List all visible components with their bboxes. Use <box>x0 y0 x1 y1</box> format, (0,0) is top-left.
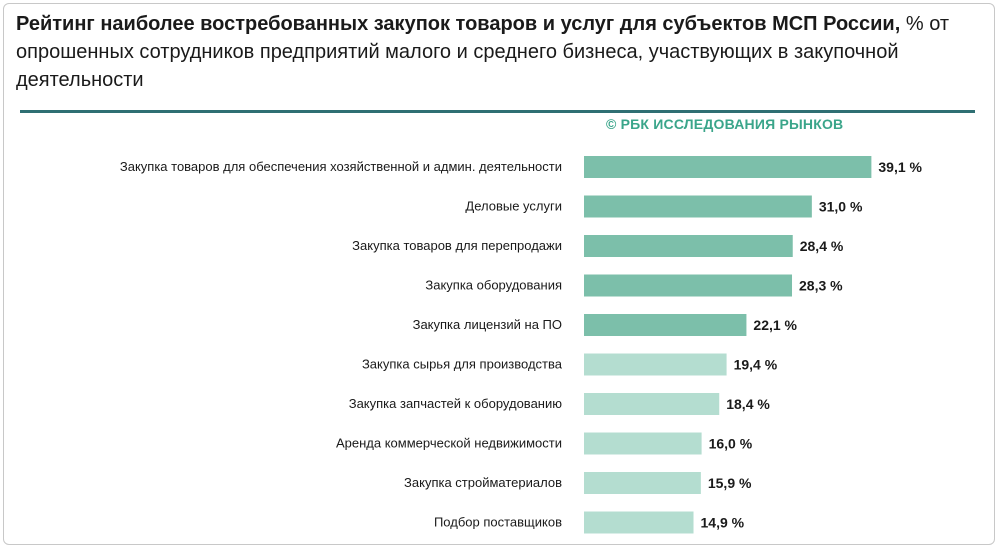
category-label: Подбор поставщиков <box>434 515 562 530</box>
value-label: 18,4 % <box>726 396 770 412</box>
chart-title-main: Рейтинг наиболее востребованных закупок … <box>16 13 901 35</box>
category-label: Закупка стройматериалов <box>404 475 562 490</box>
chart-subtitle: % от опрошенных сотрудников предприятий … <box>16 13 950 91</box>
title-divider <box>20 110 975 113</box>
chart-title: Рейтинг наиболее востребованных закупок … <box>16 10 976 94</box>
bar <box>584 235 793 257</box>
bar <box>584 511 694 534</box>
value-label: 15,9 % <box>708 475 752 491</box>
category-label: Закупка товаров для обеспечения хозяйств… <box>120 159 562 174</box>
bar <box>584 314 747 336</box>
value-label: 39,1 % <box>878 159 922 175</box>
value-label: 28,3 % <box>799 278 843 294</box>
value-label: 31,0 % <box>819 199 863 215</box>
category-label: Закупка сырья для производства <box>362 357 563 372</box>
value-label: 14,9 % <box>701 515 745 531</box>
chart-frame <box>3 3 995 545</box>
bar <box>584 274 793 297</box>
category-label: Закупка оборудования <box>425 278 562 293</box>
bar <box>584 472 701 494</box>
category-label: Закупка запчастей к оборудованию <box>349 396 563 411</box>
category-label: Деловые услуги <box>465 199 562 214</box>
value-label: 22,1 % <box>753 317 797 333</box>
bar <box>584 195 812 218</box>
category-label: Закупка лицензий на ПО <box>413 317 562 332</box>
category-label: Аренда коммерческой недвижимости <box>336 436 562 451</box>
bar <box>584 393 720 415</box>
bar <box>584 156 872 178</box>
value-label: 19,4 % <box>734 357 778 373</box>
source-label: © РБК ИССЛЕДОВАНИЯ РЫНКОВ <box>606 116 844 132</box>
bar <box>584 432 702 455</box>
value-label: 28,4 % <box>800 238 844 254</box>
value-label: 16,0 % <box>709 436 753 452</box>
bar <box>584 353 727 376</box>
category-label: Закупка товаров для перепродажи <box>352 238 562 253</box>
